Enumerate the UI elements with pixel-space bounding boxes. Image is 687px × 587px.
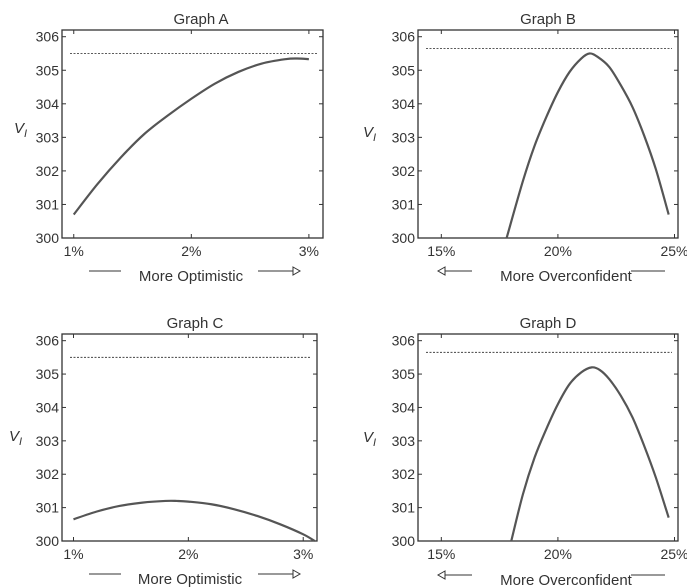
graph-b-y-label-main: V	[363, 124, 375, 141]
graph-b-y-label-sub: I	[373, 132, 376, 144]
graph-a-y-tick-label: 305	[36, 62, 60, 78]
graph-d-y-label: VI	[363, 429, 376, 449]
graph-c-frame	[61, 333, 318, 542]
graph-d-x-tick-label: 25%	[660, 546, 687, 562]
graph-d-x-tick-label: 20%	[544, 546, 572, 562]
graph-c-y-tick-label: 305	[36, 366, 60, 382]
graph-d-panel: Graph D VI More Overconfident 300 301 302 3…	[363, 315, 687, 587]
graph-b-y-tick-label: 303	[392, 129, 416, 145]
graph-c-title: Graph C	[167, 315, 224, 332]
right-arrow-icon	[292, 266, 302, 276]
right-arrow-icon	[292, 569, 302, 579]
graph-c-y-tick-label: 304	[36, 399, 60, 415]
graph-b-panel: Graph B VI More Overconfident 300 301 302 3…	[363, 11, 687, 285]
graph-d-y-tick-label: 304	[392, 399, 416, 415]
graph-a-title: Graph A	[173, 11, 228, 28]
graph-b-y-tick-label: 306	[392, 29, 416, 45]
graph-b-y-label: VI	[363, 124, 376, 144]
graph-a-y-tick-label: 302	[36, 163, 60, 179]
graph-a-x-tick-label: 2%	[181, 243, 201, 259]
graph-a-y-tick-label: 301	[36, 196, 60, 212]
graph-d-y-tick-label: 301	[392, 500, 416, 516]
graph-d-y-tick-label: 302	[392, 466, 416, 482]
left-arrow-icon	[436, 570, 446, 580]
graph-c-x-tick-label: 3%	[293, 546, 313, 562]
graph-a-y-tick-label: 303	[36, 129, 60, 145]
graph-c-y-label-sub: I	[19, 436, 22, 448]
graph-b-y-tick-label: 302	[392, 163, 416, 179]
graph-b-y-tick-label: 304	[392, 96, 416, 112]
graph-c-y-tick-label: 301	[36, 500, 60, 516]
graph-a-y-label: VI	[14, 120, 27, 140]
graph-b-y-tick-label: 300	[392, 230, 416, 246]
graph-d-y-tick-label: 305	[392, 366, 416, 382]
graph-d-y-label-sub: I	[373, 437, 376, 449]
graph-a-y-tick-label: 306	[36, 29, 60, 45]
graph-c-y-tick-label: 303	[36, 433, 60, 449]
graph-c-x-tick-label: 1%	[63, 546, 83, 562]
graph-a-x-tick-label: 3%	[299, 243, 319, 259]
graph-d-y-tick-label: 300	[392, 533, 416, 549]
graph-b-x-tick-label: 25%	[660, 243, 687, 259]
graph-c-y-label-main: V	[9, 428, 21, 445]
graph-a-y-tick-label: 304	[36, 96, 60, 112]
graph-b-x-tick-label: 15%	[427, 243, 455, 259]
graph-d-x-tick-label: 15%	[427, 546, 455, 562]
graph-d-y-label-main: V	[363, 429, 375, 446]
graph-d-title: Graph D	[520, 315, 577, 332]
graph-b-y-tick-label: 301	[392, 196, 416, 212]
graph-c-x-label: More Optimistic	[138, 571, 243, 587]
graph-c-y-tick-label: 302	[36, 466, 60, 482]
graph-a-x-label: More Optimistic	[139, 268, 244, 285]
graph-d-frame	[417, 333, 679, 542]
graph-d-x-label: More Overconfident	[500, 572, 633, 587]
graph-c-y-tick-label: 300	[36, 533, 60, 549]
graph-c-y-tick-label: 306	[36, 333, 60, 349]
graph-d-curve	[510, 366, 670, 542]
graph-c-curve	[73, 499, 316, 542]
graph-b-title: Graph B	[520, 11, 576, 28]
graph-c-panel: Graph C VI More Optimistic 300 301 302 303 3…	[9, 315, 318, 587]
graph-c-y-label: VI	[9, 428, 22, 448]
graph-a-y-label-main: V	[14, 120, 26, 137]
graph-b-curve	[505, 52, 670, 239]
left-arrow-icon	[436, 266, 446, 276]
graph-a-x-tick-label: 1%	[64, 243, 84, 259]
graph-b-y-tick-label: 305	[392, 62, 416, 78]
graph-b-frame	[417, 29, 679, 239]
graph-b-x-tick-label: 20%	[544, 243, 572, 259]
graph-d-y-tick-label: 303	[392, 433, 416, 449]
graph-a-curve	[72, 57, 309, 216]
graph-a-frame	[61, 29, 324, 239]
graph-c-x-tick-label: 2%	[178, 546, 198, 562]
graph-a-y-label-sub: I	[24, 128, 27, 140]
graph-a-panel: Graph A VI More Optimistic 300 301 302 303 3…	[14, 11, 324, 285]
graph-d-y-tick-label: 306	[392, 333, 416, 349]
graph-a-y-tick-label: 300	[36, 230, 60, 246]
graph-b-x-label: More Overconfident	[500, 268, 633, 285]
